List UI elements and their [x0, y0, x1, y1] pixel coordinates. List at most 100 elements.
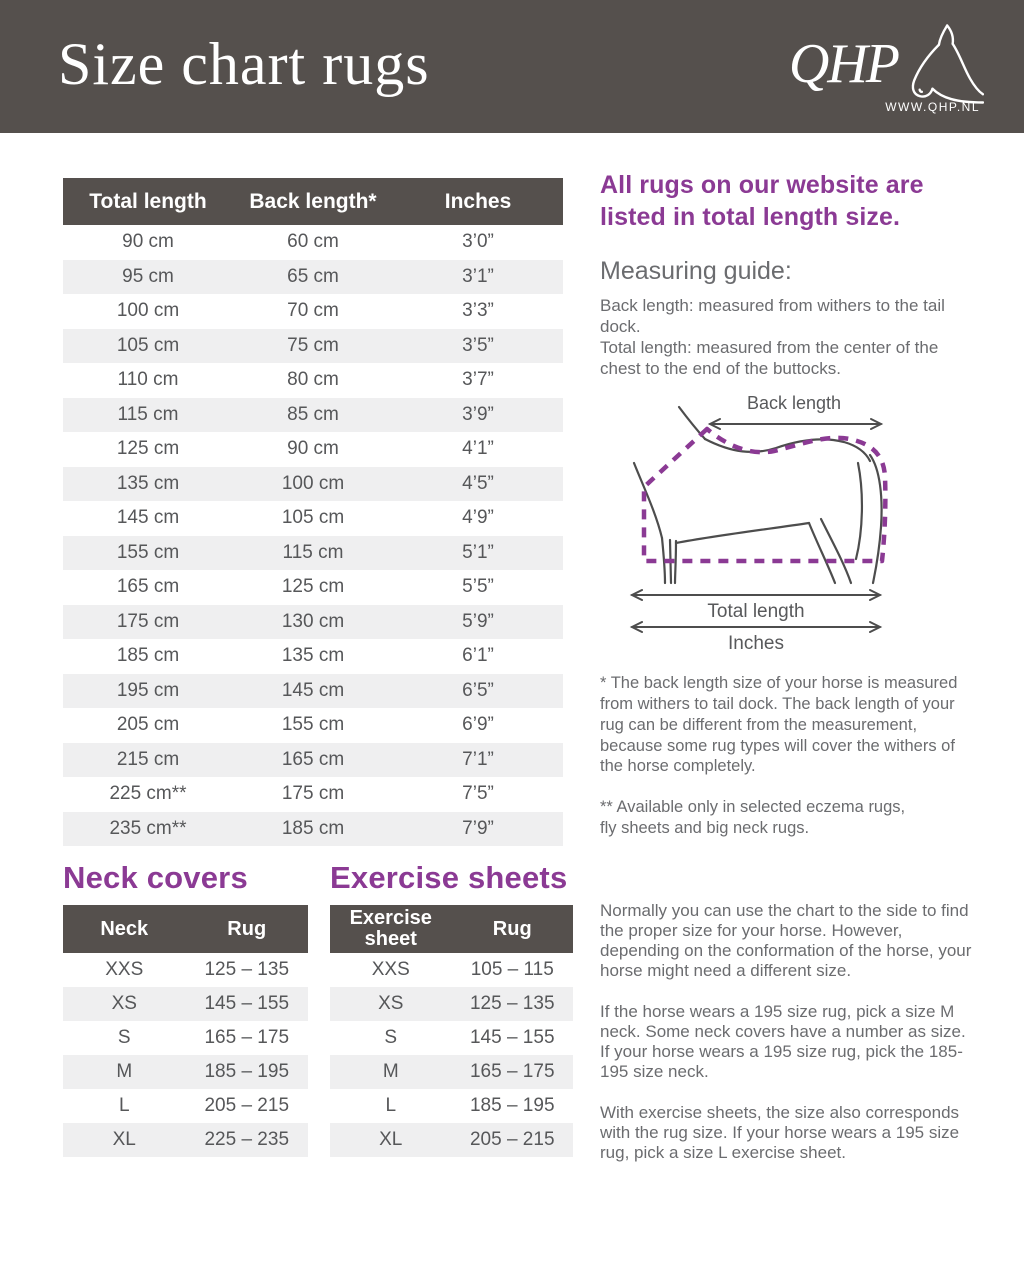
table-row: 175 cm 130 cm 5’9”	[63, 604, 563, 639]
table-row: 195 cm 145 cm 6’5”	[63, 673, 563, 708]
table-cell: 6’1”	[462, 645, 494, 667]
table-header-row: Exercise sheet Rug	[330, 905, 573, 953]
rug-size-table-head: Total length Back length* Inches	[63, 178, 563, 225]
table-row: 100 cm 70 cm 3’3”	[63, 294, 563, 329]
table-cell: 175 cm	[63, 604, 233, 639]
table-cell: 90 cm	[122, 231, 174, 253]
table-row: 235 cm** 185 cm 7’9”	[63, 811, 563, 846]
column-header: Inches	[393, 178, 563, 225]
measuring-guide-text: Back length: measured from withers to th…	[600, 296, 945, 379]
table-row: L 185 – 195	[330, 1089, 573, 1123]
table-row: XS 125 – 135	[330, 987, 573, 1021]
table-row: XS 145 – 155	[63, 987, 308, 1021]
table-cell: 185 – 195	[185, 1055, 308, 1089]
table-cell: 3’5”	[393, 328, 563, 363]
table-row: M 165 – 175	[330, 1055, 573, 1089]
table-cell: 165 cm	[116, 576, 180, 598]
note-paragraph: If the horse wears a 195 size rug, pick …	[600, 1002, 966, 1082]
table-row: 165 cm 125 cm 5’5”	[63, 570, 563, 605]
table-cell: 185 cm	[233, 811, 393, 846]
logo-website-url: WWW.QHP.NL	[885, 99, 980, 114]
table-cell: 6’5”	[393, 673, 563, 708]
horse-head-icon	[911, 23, 984, 104]
table-header-row: Neck Rug	[63, 905, 308, 953]
table-cell: 95 cm	[63, 259, 233, 294]
table-cell: 145 cm	[233, 673, 393, 708]
note-paragraph: With exercise sheets, the size also corr…	[600, 1103, 960, 1163]
table-cell: 5’1”	[393, 535, 563, 570]
table-cell: 130 cm	[233, 604, 393, 639]
table-cell: 135 cm	[63, 466, 233, 501]
note-paragraph: Normally you can use the chart to the si…	[600, 901, 972, 981]
table-cell: 65 cm	[233, 259, 393, 294]
table-cell: 3’1”	[393, 259, 563, 294]
footnote-back-length: * The back length size of your horse is …	[600, 674, 958, 776]
qhp-logo-text: QHP	[788, 32, 900, 95]
qhp-logo: QHP WWW.QHP.NL	[789, 20, 984, 114]
table-cell: 3’3”	[462, 300, 494, 322]
table-row: XXS 105 – 115	[330, 953, 573, 987]
header-banner: Size chart rugs QHP WWW.QHP.NL	[0, 0, 1024, 133]
back-length-label: Back length	[747, 393, 841, 413]
table-cell: 225 cm**	[109, 783, 187, 805]
table-row: 155 cm 115 cm 5’1”	[63, 535, 563, 570]
table-cell: 205 cm	[116, 714, 180, 736]
table-cell: 235 cm**	[63, 811, 233, 846]
table-cell: 100 cm	[116, 300, 180, 322]
table-cell: 125 cm	[116, 438, 180, 460]
table-cell: 185 – 195	[469, 1095, 555, 1116]
total-length-arrow	[629, 589, 883, 602]
table-row: 135 cm 100 cm 4’5”	[63, 466, 563, 501]
table-cell: XXS	[105, 959, 144, 980]
table-row: 125 cm 90 cm 4’1”	[63, 432, 563, 467]
table-cell: 155 cm	[281, 714, 345, 736]
table-cell: 7’1”	[393, 742, 563, 777]
column-header: Exercise sheet	[330, 905, 452, 953]
table-cell: 115 cm	[63, 397, 233, 432]
back-length-arrow	[707, 418, 884, 431]
table-row: 115 cm 85 cm 3’9”	[63, 397, 563, 432]
table-cell: 145 – 155	[185, 987, 308, 1021]
table-cell: 3’7”	[462, 369, 494, 391]
column-header: Rug	[451, 905, 573, 953]
inches-arrow	[629, 621, 883, 634]
inches-label: Inches	[728, 633, 784, 651]
table-row: S 145 – 155	[330, 1021, 573, 1055]
measuring-guide-title: Measuring guide:	[600, 257, 792, 285]
table-row: 215 cm 165 cm 7’1”	[63, 742, 563, 777]
table-cell: 7’5”	[462, 783, 494, 805]
table-row: XL 205 – 215	[330, 1123, 573, 1157]
table-cell: 165 – 175	[204, 1027, 290, 1048]
table-cell: S	[117, 1027, 131, 1048]
table-cell: L	[118, 1095, 130, 1116]
table-row: XL 225 – 235	[63, 1123, 308, 1157]
exercise-sheets-title: Exercise sheets	[330, 860, 568, 895]
total-length-label: Total length	[707, 601, 804, 622]
table-cell: 185 cm	[116, 645, 180, 667]
table-cell: 4’1”	[462, 438, 494, 460]
table-row: XXS 125 – 135	[63, 953, 308, 987]
horse-measurement-diagram: Back length	[629, 393, 888, 651]
table-cell: 165 cm	[233, 742, 393, 777]
table-cell: 225 – 235	[185, 1123, 308, 1157]
table-cell: 105 cm	[281, 507, 345, 529]
table-cell: 3’0”	[462, 231, 494, 253]
table-cell: XL	[330, 1123, 452, 1157]
table-cell: 105 – 115	[470, 959, 554, 980]
table-header-row: Total length Back length* Inches	[63, 178, 563, 225]
table-cell: 195 cm	[63, 673, 233, 708]
table-cell: 5’5”	[462, 576, 494, 598]
table-row: 145 cm 105 cm 4’9”	[63, 501, 563, 536]
table-cell: 145 – 155	[469, 1027, 555, 1048]
table-row: S 165 – 175	[63, 1021, 308, 1055]
table-row: 110 cm 80 cm 3’7”	[63, 363, 563, 398]
table-row: 90 cm 60 cm 3’0”	[63, 225, 563, 260]
rug-outline	[641, 427, 888, 564]
table-cell: 205 – 215	[204, 1095, 290, 1116]
table-cell: 135 cm	[281, 645, 345, 667]
table-cell: 125 – 135	[204, 959, 290, 980]
exercise-sheets-table: Exercise sheet Rug XXS 105 – 115 XS 125 – 13…	[330, 905, 573, 1157]
table-cell: 4’5”	[393, 466, 563, 501]
table-cell: 115 cm	[233, 535, 393, 570]
